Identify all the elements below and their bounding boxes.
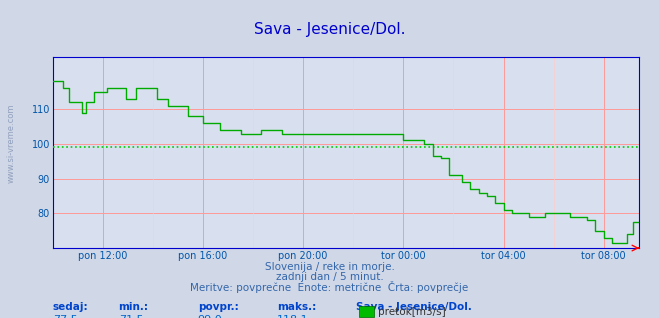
Text: pretok[m3/s]: pretok[m3/s] xyxy=(378,307,445,317)
Text: Sava - Jesenice/Dol.: Sava - Jesenice/Dol. xyxy=(356,302,472,312)
Text: 118,1: 118,1 xyxy=(277,315,308,318)
Text: zadnji dan / 5 minut.: zadnji dan / 5 minut. xyxy=(275,272,384,282)
Text: 99,0: 99,0 xyxy=(198,315,223,318)
Text: www.si-vreme.com: www.si-vreme.com xyxy=(7,103,16,183)
Text: 77,5: 77,5 xyxy=(53,315,78,318)
Text: 71,5: 71,5 xyxy=(119,315,143,318)
Text: Sava - Jesenice/Dol.: Sava - Jesenice/Dol. xyxy=(254,22,405,37)
Text: Meritve: povprečne  Enote: metrične  Črta: povprečje: Meritve: povprečne Enote: metrične Črta:… xyxy=(190,281,469,294)
Text: Slovenija / reke in morje.: Slovenija / reke in morje. xyxy=(264,262,395,272)
Text: maks.:: maks.: xyxy=(277,302,316,312)
Text: sedaj:: sedaj: xyxy=(53,302,88,312)
Text: min.:: min.: xyxy=(119,302,149,312)
Text: povpr.:: povpr.: xyxy=(198,302,239,312)
